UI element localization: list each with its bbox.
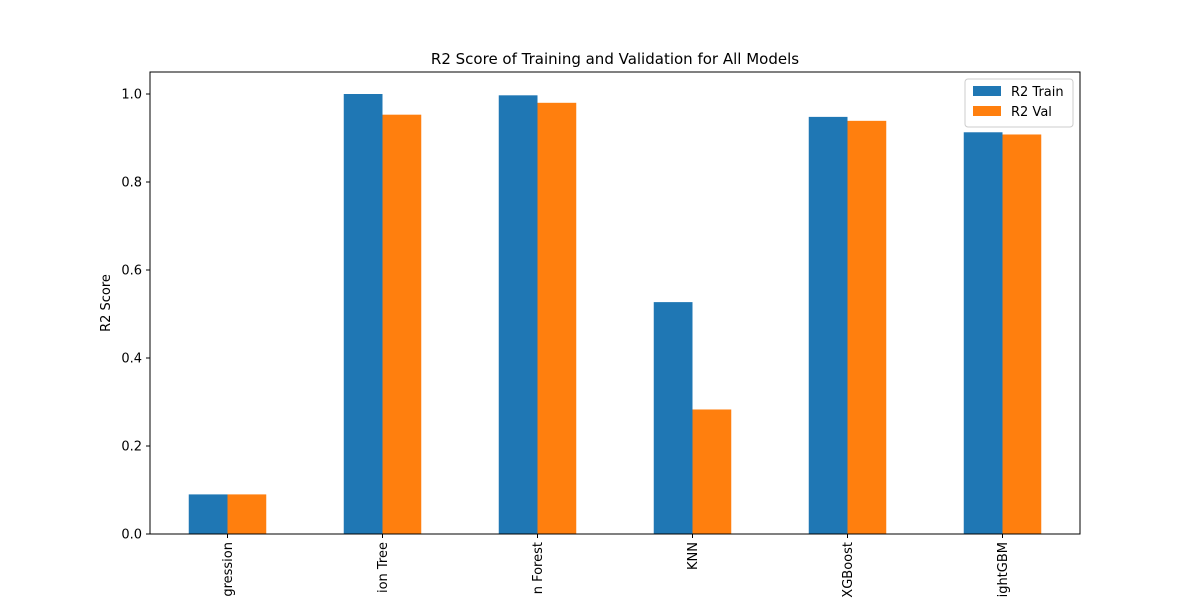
bar-train-5 — [963, 132, 1003, 534]
bar-train-2 — [498, 95, 538, 534]
bar-train-3 — [653, 302, 693, 534]
x-axis-ticks: gression ion Tree n Forest KNN XGBoost ightGB… — [221, 534, 1011, 598]
y-axis-ticks: 0.0 0.2 0.4 0.6 0.8 1.0 — [121, 88, 150, 543]
y-tick-label: 0.0 — [121, 528, 142, 543]
x-tick-label: ightGBM — [996, 542, 1011, 597]
y-tick-label: 0.4 — [121, 352, 142, 367]
bar-val-0 — [227, 494, 267, 534]
bar-train-0 — [188, 494, 228, 534]
legend-swatch-train — [973, 86, 1001, 96]
bar-val-4 — [847, 120, 887, 534]
bar-train-1 — [343, 94, 383, 534]
bar-val-5 — [1002, 134, 1042, 535]
legend-label-val: R2 Val — [1011, 105, 1052, 120]
y-axis-label: R2 Score — [99, 274, 114, 332]
x-tick-label: n Forest — [531, 542, 546, 594]
bar-val-3 — [692, 409, 732, 534]
legend-label-train: R2 Train — [1011, 85, 1064, 100]
bar-train-4 — [808, 116, 848, 534]
legend: R2 Train R2 Val — [964, 78, 1074, 128]
bar-val-2 — [537, 102, 577, 535]
y-tick-label: 0.8 — [121, 176, 142, 191]
y-tick-label: 1.0 — [121, 88, 142, 103]
axes-frame — [149, 71, 1081, 535]
legend-swatch-val — [973, 106, 1001, 116]
x-tick-label: KNN — [686, 542, 701, 570]
chart-title: R2 Score of Training and Validation for … — [431, 50, 799, 68]
x-tick-label: gression — [221, 542, 236, 597]
bar-val-1 — [382, 114, 422, 535]
y-tick-label: 0.2 — [121, 440, 142, 455]
bars-layer — [188, 94, 1042, 535]
y-tick-label: 0.6 — [121, 264, 142, 279]
x-tick-label: ion Tree — [376, 542, 391, 593]
x-tick-label: XGBoost — [841, 542, 856, 598]
